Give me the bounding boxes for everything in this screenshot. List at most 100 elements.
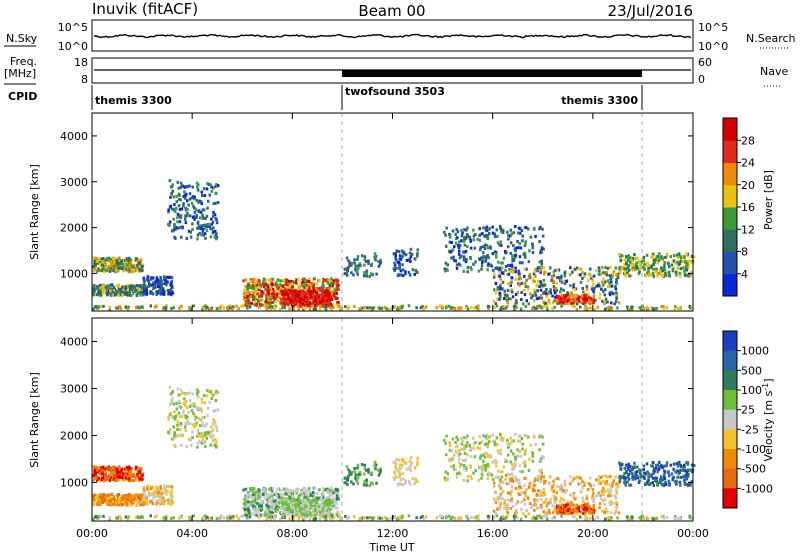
heatmap-cell (109, 475, 113, 479)
heatmap-cell (134, 478, 137, 482)
heatmap-cell (623, 267, 626, 271)
heatmap-cell (313, 486, 316, 490)
heatmap-cell (92, 285, 95, 289)
heatmap-cell (399, 478, 403, 482)
heatmap-cell (583, 272, 587, 276)
heatmap-cell (367, 259, 370, 263)
heatmap-cell (128, 494, 131, 498)
heatmap-cell (686, 254, 690, 258)
heatmap-cell (171, 501, 175, 505)
heatmap-cell (314, 307, 318, 311)
noise-left-tick-bottom: 10^0 (58, 40, 88, 53)
heatmap-cell (545, 288, 548, 291)
colorbar-swatch (723, 251, 737, 275)
heatmap-cell (259, 492, 262, 496)
heatmap-cell (247, 500, 250, 504)
heatmap-cell (501, 280, 505, 284)
heatmap-cell (681, 260, 685, 264)
heatmap-cell (373, 460, 377, 464)
heatmap-cell (590, 287, 594, 291)
freq-label-2: [MHz] (4, 67, 36, 80)
heatmap-cell (256, 501, 259, 505)
heatmap-cell (209, 307, 212, 311)
heatmap-cell (330, 277, 333, 281)
heatmap-cell (523, 491, 527, 495)
heatmap-cell (169, 275, 172, 279)
heatmap-cell (533, 279, 536, 283)
heatmap-cell (493, 272, 496, 276)
heatmap-cell (451, 256, 454, 260)
heatmap-cell (525, 509, 528, 512)
heatmap-cell (419, 306, 423, 310)
heatmap-cell (216, 408, 220, 412)
heatmap-cell (107, 499, 110, 503)
heatmap-cell (270, 293, 274, 297)
heatmap-cell (498, 297, 501, 301)
heatmap-cell (137, 496, 140, 500)
heatmap-cell (289, 300, 293, 304)
heatmap-cell (264, 509, 268, 513)
heatmap-cell (514, 247, 517, 251)
heatmap-cell (132, 479, 135, 483)
heatmap-cell (124, 285, 128, 289)
heatmap-cell (534, 443, 537, 447)
heatmap-cell (404, 461, 408, 465)
heatmap-cell (126, 498, 129, 501)
heatmap-cell (200, 432, 203, 436)
heatmap-cell (374, 463, 378, 467)
heatmap-cell (126, 494, 129, 498)
heatmap-cell (141, 477, 144, 481)
heatmap-cell (99, 495, 102, 499)
heatmap-cell (170, 502, 173, 506)
heatmap-cell (188, 391, 191, 395)
heatmap-cell (293, 509, 297, 513)
heatmap-cell (453, 307, 456, 311)
heatmap-cell (652, 274, 655, 278)
heatmap-cell (263, 278, 266, 282)
heatmap-cell (255, 287, 258, 291)
heatmap-cell (121, 472, 125, 476)
heatmap-cell (494, 282, 498, 286)
heatmap-cell (415, 479, 418, 483)
heatmap-cell (521, 470, 524, 474)
heatmap-cell (348, 264, 351, 268)
heatmap-cell (155, 304, 158, 308)
heatmap-cell (451, 456, 455, 460)
heatmap-cell (363, 255, 367, 259)
heatmap-cell (435, 306, 439, 310)
heatmap-cell (295, 487, 298, 491)
heatmap-cell (482, 463, 485, 467)
heatmap-cell (443, 267, 447, 271)
heatmap-cell (517, 272, 520, 276)
heatmap-cell (101, 289, 104, 293)
heatmap-cell (191, 436, 194, 439)
heatmap-cell (486, 473, 490, 476)
heatmap-cell (618, 252, 621, 256)
heatmap-cell (308, 499, 312, 503)
heatmap-cell (498, 494, 502, 498)
heatmap-cell (356, 257, 359, 261)
heatmap-cell (591, 301, 595, 304)
heatmap-cell (486, 304, 490, 308)
freq-panel: Freq. [MHz] 18 8 60 0 Nave (4, 55, 788, 87)
heatmap-cell (514, 266, 517, 270)
heatmap-cell (306, 493, 309, 497)
heatmap-cell (648, 273, 651, 277)
heatmap-cell (522, 252, 526, 256)
heatmap-cell (93, 262, 96, 266)
heatmap-cell (325, 287, 329, 290)
heatmap-cell (231, 307, 234, 311)
heatmap-cell (194, 208, 198, 212)
heatmap-cell (302, 283, 305, 286)
heatmap-cell (287, 507, 291, 511)
heatmap-cell (542, 278, 546, 282)
heatmap-cell (165, 304, 168, 308)
heatmap-cell (527, 260, 531, 264)
heatmap-cell (315, 303, 319, 307)
heatmap-cell (128, 492, 131, 496)
heatmap-cell (331, 513, 334, 517)
heatmap-cell (274, 490, 278, 494)
heatmap-cell (606, 306, 609, 310)
heatmap-cell (346, 482, 349, 486)
heatmap-cell (511, 295, 515, 299)
